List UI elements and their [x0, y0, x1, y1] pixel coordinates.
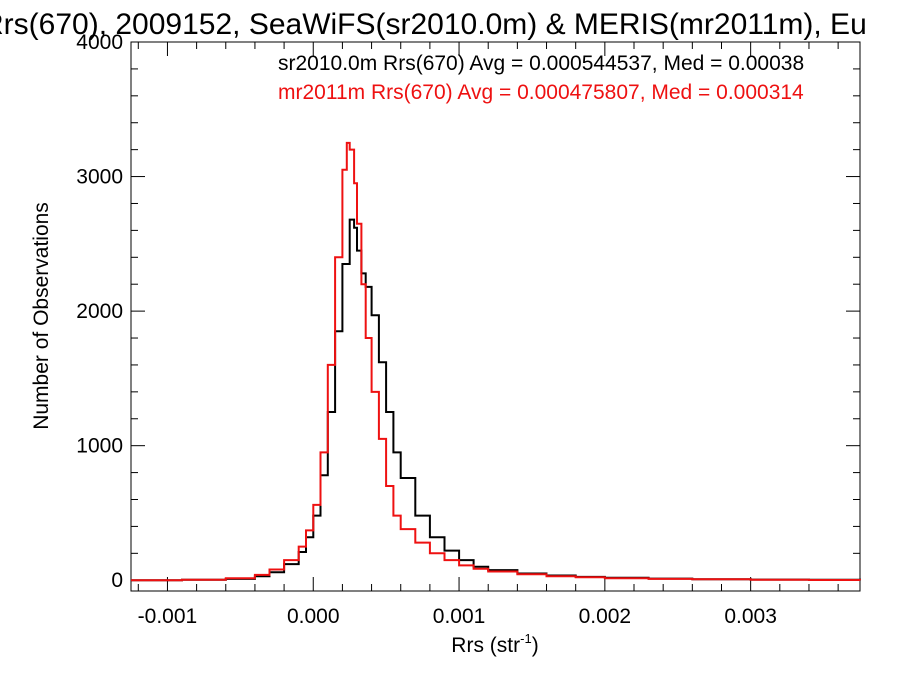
axis-ticks	[131, 41, 860, 591]
x-tick-labels: -0.001 0.000 0.001 0.002 0.003	[138, 605, 777, 628]
x-axis-label-close: )	[532, 634, 539, 657]
y-tick-labels: 0 1000 2000 3000 4000	[76, 31, 123, 592]
x-tick-label: 0.001	[433, 605, 486, 628]
legend-annotation-1: sr2010.0m Rrs(670) Avg = 0.000544537, Me…	[278, 52, 804, 75]
x-tick-label: 0.000	[287, 605, 340, 628]
plot-area	[130, 41, 861, 592]
y-tick-label: 0	[111, 569, 123, 592]
series-line-2	[131, 141, 861, 582]
x-tick-label: 0.003	[724, 605, 777, 628]
y-tick-label: 1000	[76, 435, 123, 458]
series-lines	[131, 141, 861, 582]
x-tick-label: 0.002	[579, 605, 632, 628]
y-tick-label: 2000	[76, 300, 123, 323]
x-axis-label: Rrs (str-1)	[451, 631, 538, 657]
legend-annotation-2: mr2011m Rrs(670) Avg = 0.000475807, Med …	[278, 81, 804, 104]
chart-title: Rrs(670), 2009152, SeaWiFS(sr2010.0m) & …	[0, 8, 867, 41]
y-tick-label: 4000	[76, 31, 123, 54]
x-axis-label-superscript: -1	[520, 631, 532, 646]
x-tick-label: -0.001	[138, 605, 198, 628]
y-axis-label: Number of Observations	[30, 202, 53, 430]
plot-frame	[130, 41, 861, 592]
series-line-1	[131, 218, 861, 582]
x-axis-label-main: Rrs (str	[451, 634, 520, 657]
y-tick-label: 3000	[76, 166, 123, 189]
